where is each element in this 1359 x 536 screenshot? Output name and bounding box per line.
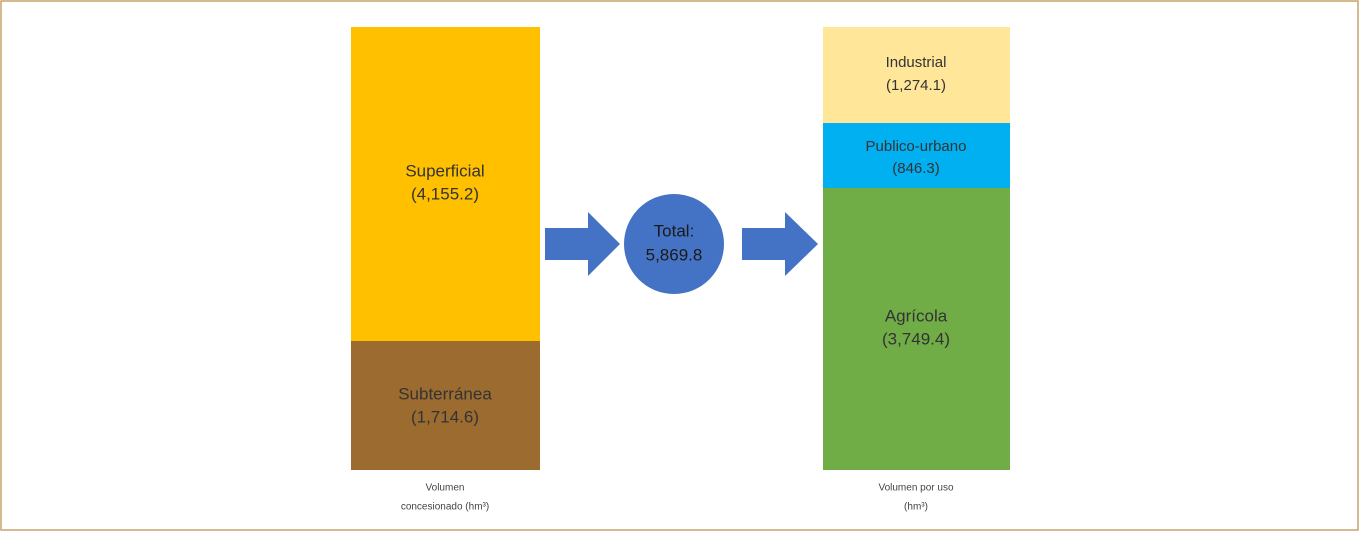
segment-value: (3,749.4) bbox=[882, 329, 950, 348]
caption: Volumen bbox=[426, 483, 465, 494]
caption: (hm³) bbox=[904, 502, 928, 513]
segment-value: (846.3) bbox=[892, 160, 940, 177]
segment-value: (4,155.2) bbox=[411, 184, 479, 203]
segment-name: Superficial bbox=[405, 161, 484, 180]
segment-name: Agrícola bbox=[885, 306, 948, 325]
segment-name: Publico-urbano bbox=[866, 138, 967, 155]
segment-name: Industrial bbox=[886, 54, 947, 71]
segment bbox=[823, 188, 1010, 470]
arrow bbox=[545, 212, 620, 276]
total-label: Total: bbox=[654, 221, 695, 240]
segment bbox=[823, 123, 1010, 188]
segment-value: (1,274.1) bbox=[886, 77, 946, 94]
segment bbox=[351, 341, 540, 470]
arrow bbox=[742, 212, 818, 276]
segment-name: Subterránea bbox=[398, 384, 492, 403]
total-value: 5,869.8 bbox=[646, 245, 703, 264]
segment-value: (1,714.6) bbox=[411, 407, 479, 426]
total-circle bbox=[624, 194, 724, 294]
caption: concesionado (hm³) bbox=[401, 502, 489, 513]
segment bbox=[823, 27, 1010, 123]
caption: Volumen por uso bbox=[878, 483, 953, 494]
segment bbox=[351, 27, 540, 341]
